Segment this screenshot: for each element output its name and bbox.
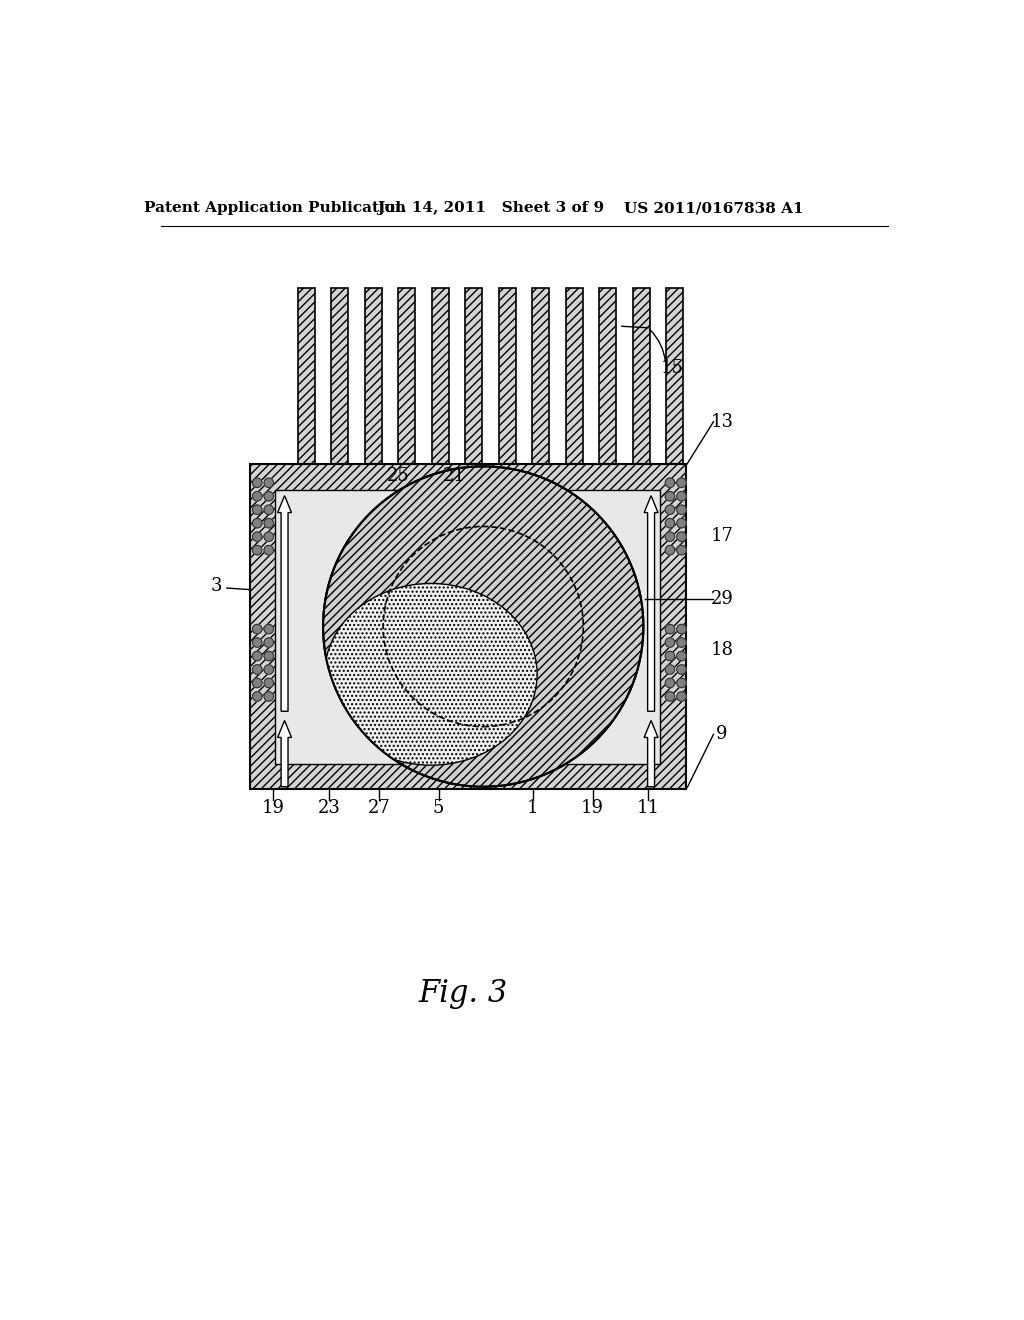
Circle shape [677,624,686,634]
Bar [275,490,660,763]
Circle shape [253,678,262,688]
Circle shape [666,545,675,554]
Text: 18: 18 [711,640,733,659]
Circle shape [264,651,273,661]
Text: 27: 27 [368,799,390,817]
Circle shape [253,638,262,647]
Circle shape [666,638,675,647]
Circle shape [253,651,262,661]
Circle shape [253,692,262,701]
Circle shape [666,665,675,675]
Circle shape [677,692,686,701]
Circle shape [677,506,686,515]
Circle shape [666,491,675,502]
Circle shape [264,692,273,701]
Circle shape [677,532,686,541]
Circle shape [264,638,273,647]
Circle shape [264,519,273,528]
Circle shape [677,665,686,675]
Bar [465,288,482,466]
Circle shape [677,519,686,528]
Circle shape [253,532,262,541]
FancyArrow shape [278,721,292,787]
Circle shape [253,545,262,554]
Circle shape [677,491,686,502]
Circle shape [264,478,273,487]
Text: 21: 21 [442,467,465,484]
Bar [298,288,314,466]
Circle shape [264,532,273,541]
Bar [398,288,415,466]
Text: Fig. 3: Fig. 3 [419,978,508,1010]
Ellipse shape [325,583,538,766]
Bar [566,288,583,466]
Circle shape [264,491,273,502]
Circle shape [677,545,686,554]
Circle shape [264,506,273,515]
Text: 13: 13 [711,413,733,430]
FancyArrow shape [644,721,658,787]
Circle shape [666,692,675,701]
Text: 11: 11 [637,799,659,817]
Bar [633,288,650,466]
Text: 1: 1 [526,799,539,817]
Text: 3: 3 [211,577,222,595]
Bar [250,465,686,789]
Circle shape [264,545,273,554]
Circle shape [677,638,686,647]
Circle shape [677,651,686,661]
Text: 25: 25 [386,467,410,484]
Bar [499,288,516,466]
FancyArrow shape [644,496,658,711]
Circle shape [677,678,686,688]
FancyArrow shape [278,496,292,711]
Bar [432,288,449,466]
Circle shape [666,519,675,528]
Bar [331,288,348,466]
Circle shape [264,678,273,688]
Circle shape [677,478,686,487]
Text: 19: 19 [261,799,285,817]
Bar [599,288,616,466]
Text: 9: 9 [716,726,728,743]
Circle shape [253,506,262,515]
Circle shape [264,624,273,634]
Circle shape [253,478,262,487]
Bar [532,288,549,466]
Ellipse shape [323,466,643,787]
Circle shape [666,678,675,688]
Text: 19: 19 [581,799,604,817]
Bar [365,288,382,466]
Text: Jul. 14, 2011   Sheet 3 of 9: Jul. 14, 2011 Sheet 3 of 9 [378,202,604,215]
Circle shape [666,532,675,541]
Circle shape [666,478,675,487]
Bar [667,288,683,466]
Text: 17: 17 [711,527,733,545]
Text: Patent Application Publication: Patent Application Publication [144,202,407,215]
Circle shape [253,519,262,528]
Circle shape [666,506,675,515]
Circle shape [264,665,273,675]
Circle shape [253,491,262,502]
Text: US 2011/0167838 A1: US 2011/0167838 A1 [625,202,804,215]
Circle shape [253,624,262,634]
Circle shape [253,665,262,675]
Text: 29: 29 [711,590,733,607]
Circle shape [666,651,675,661]
Text: 15: 15 [660,359,683,376]
Circle shape [666,624,675,634]
Text: 5: 5 [433,799,444,817]
Text: 23: 23 [317,799,341,817]
